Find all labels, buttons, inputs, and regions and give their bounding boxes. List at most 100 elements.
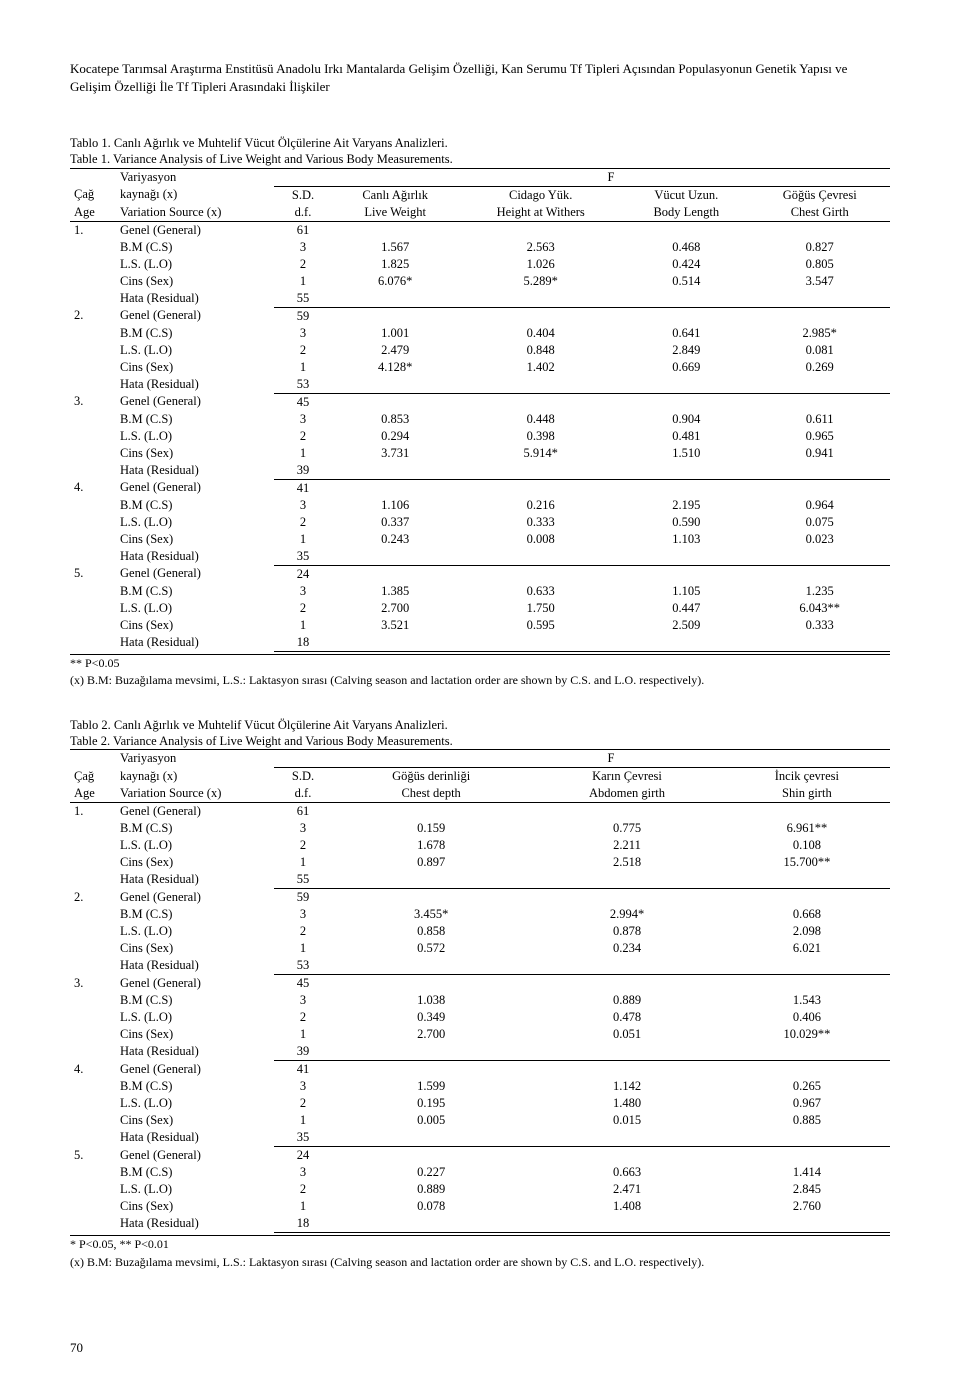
value-cell: 0.023 — [749, 531, 890, 548]
value-cell: 6.021 — [724, 940, 890, 957]
value-cell: 0.904 — [623, 411, 749, 428]
table-row: Cins (Sex)10.5720.2346.021 — [70, 940, 890, 957]
table-row: Cins (Sex)13.7315.914*1.5100.941 — [70, 445, 890, 462]
table2-footnote-2: (x) B.M: Buzağılama mevsimi, L.S.: Lakta… — [70, 1255, 890, 1271]
value-cell: 0.853 — [332, 411, 458, 428]
table-row: Cins (Sex)13.5210.5952.5090.333 — [70, 617, 890, 634]
source-cell: L.S. (L.O) — [116, 1181, 274, 1198]
value-cell: 4.128* — [332, 359, 458, 376]
page-number: 70 — [70, 1340, 890, 1356]
value-cell: 1.142 — [530, 1078, 723, 1095]
value-cell: 0.641 — [623, 325, 749, 342]
value-cell: 0.075 — [749, 514, 890, 531]
age-cell — [70, 1215, 116, 1233]
source-cell: L.S. (L.O) — [116, 923, 274, 940]
value-cell: 15.700** — [724, 854, 890, 871]
source-cell: Hata (Residual) — [116, 634, 274, 652]
age-cell — [70, 820, 116, 837]
value-cell: 2.760 — [724, 1198, 890, 1215]
value-cell — [724, 1043, 890, 1061]
value-cell — [332, 393, 458, 411]
value-cell: 0.805 — [749, 256, 890, 273]
value-cell: 2.985* — [749, 325, 890, 342]
value-cell — [530, 889, 723, 907]
age-cell: 2. — [70, 307, 116, 325]
value-cell: 3.547 — [749, 273, 890, 290]
value-cell: 3.731 — [332, 445, 458, 462]
df-cell: 3 — [274, 820, 332, 837]
table-row: 1.Genel (General)61 — [70, 803, 890, 821]
age-cell: 1. — [70, 221, 116, 239]
age-cell — [70, 583, 116, 600]
table-row: B.M (C.S)31.1060.2162.1950.964 — [70, 497, 890, 514]
table2-head-cag: Çağ — [70, 768, 116, 786]
table2-head-col1-tr: Göğüs derinliği — [332, 768, 530, 786]
source-cell: Genel (General) — [116, 307, 274, 325]
value-cell: 1.825 — [332, 256, 458, 273]
value-cell — [458, 393, 623, 411]
value-cell — [458, 565, 623, 583]
source-cell: Cins (Sex) — [116, 940, 274, 957]
df-cell: 35 — [274, 548, 332, 566]
age-cell: 2. — [70, 889, 116, 907]
table-row: Cins (Sex)10.0781.4082.760 — [70, 1198, 890, 1215]
source-cell: B.M (C.S) — [116, 583, 274, 600]
age-cell — [70, 957, 116, 975]
value-cell — [623, 479, 749, 497]
value-cell: 0.008 — [458, 531, 623, 548]
df-cell: 41 — [274, 479, 332, 497]
table1-footnote-1: ** P<0.05 — [70, 654, 890, 672]
value-cell — [749, 479, 890, 497]
value-cell — [530, 1129, 723, 1147]
value-cell — [332, 376, 458, 394]
table2-head-varsource: Variation Source (x) — [116, 785, 274, 803]
source-cell: Hata (Residual) — [116, 462, 274, 480]
value-cell — [623, 565, 749, 583]
table-row: 3.Genel (General)45 — [70, 393, 890, 411]
age-cell — [70, 1026, 116, 1043]
age-cell — [70, 923, 116, 940]
table1-head-col3-tr: Vücut Uzun. — [623, 186, 749, 204]
source-cell: Cins (Sex) — [116, 1026, 274, 1043]
value-cell: 0.663 — [530, 1164, 723, 1181]
value-cell: 0.294 — [332, 428, 458, 445]
df-cell: 61 — [274, 221, 332, 239]
source-cell: Hata (Residual) — [116, 1129, 274, 1147]
source-cell: B.M (C.S) — [116, 497, 274, 514]
value-cell: 0.611 — [749, 411, 890, 428]
df-cell: 1 — [274, 1026, 332, 1043]
df-cell: 2 — [274, 1095, 332, 1112]
age-cell: 5. — [70, 565, 116, 583]
value-cell: 1.038 — [332, 992, 530, 1009]
table1-head-col2-tr: Cidago Yük. — [458, 186, 623, 204]
value-cell — [749, 393, 890, 411]
age-cell: 3. — [70, 393, 116, 411]
df-cell: 35 — [274, 1129, 332, 1147]
value-cell: 1.106 — [332, 497, 458, 514]
value-cell — [749, 307, 890, 325]
value-cell: 1.103 — [623, 531, 749, 548]
table-row: B.M (C.S)30.1590.7756.961** — [70, 820, 890, 837]
table-row: 3.Genel (General)45 — [70, 975, 890, 993]
value-cell — [332, 1215, 530, 1233]
table1-head-col1-en: Live Weight — [332, 204, 458, 222]
df-cell: 2 — [274, 923, 332, 940]
df-cell: 1 — [274, 617, 332, 634]
table-row: L.S. (L.O)21.8251.0260.4240.805 — [70, 256, 890, 273]
value-cell — [530, 1043, 723, 1061]
value-cell: 0.216 — [458, 497, 623, 514]
table1-caption-tr: Tablo 1. Canlı Ağırlık ve Muhtelif Vücut… — [70, 135, 890, 151]
table1-head-col1-tr: Canlı Ağırlık — [332, 186, 458, 204]
df-cell: 2 — [274, 1009, 332, 1026]
value-cell — [623, 393, 749, 411]
table2-head-variyasyon: Variyasyon — [116, 750, 274, 768]
age-cell — [70, 376, 116, 394]
value-cell — [749, 634, 890, 652]
age-cell — [70, 634, 116, 652]
table-row: 2.Genel (General)59 — [70, 307, 890, 325]
age-cell — [70, 290, 116, 308]
table-row: B.M (C.S)31.5672.5630.4680.827 — [70, 239, 890, 256]
table2-head-kaynagi: kaynağı (x) — [116, 768, 274, 786]
table-row: L.S. (L.O)22.4790.8482.8490.081 — [70, 342, 890, 359]
table-row: L.S. (L.O)20.3370.3330.5900.075 — [70, 514, 890, 531]
